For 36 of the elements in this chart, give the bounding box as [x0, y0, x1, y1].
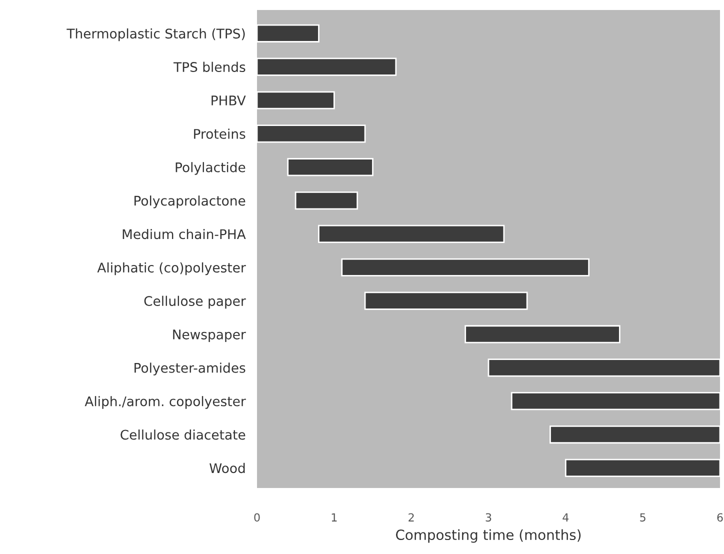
bar [257, 24, 320, 42]
x-tick-label: 1 [332, 513, 337, 522]
y-tick-label: Newspaper [173, 330, 246, 342]
bar [550, 425, 720, 444]
y-tick-label: Thermoplastic Starch (TPS) [66, 28, 245, 42]
y-tick-label: Polycaprolactone [134, 196, 246, 208]
bar [257, 91, 335, 110]
y-tick-label: Proteins [194, 128, 246, 139]
bar [564, 458, 720, 477]
bar [287, 158, 374, 176]
x-tick-label: 3 [486, 513, 492, 522]
x-tick-label: 4 [562, 513, 569, 522]
bar [257, 124, 366, 143]
y-tick-label: Polyester-amides [134, 362, 246, 376]
y-tick-label: PHBV [212, 96, 246, 106]
x-tick-label: 2 [408, 513, 414, 522]
bar [318, 224, 505, 244]
bar [464, 325, 620, 344]
y-tick-label: Polylactide [176, 162, 246, 175]
x-tick-label: 5 [640, 513, 646, 522]
y-tick-label: Aliphatic (co)polyester [97, 262, 246, 276]
y-tick-label: Cellulose diacetate [120, 430, 246, 440]
x-axis-title: Composting time (months) [396, 529, 581, 543]
x-tick-label: 6 [717, 513, 723, 522]
y-tick-label: TPS blends [173, 62, 246, 72]
y-tick-label: Cellulose paper [144, 296, 246, 309]
x-tick-label: 0 [254, 513, 260, 522]
bar [364, 292, 528, 310]
y-tick-label: Wood [210, 462, 245, 474]
bar [510, 392, 720, 410]
y-tick-label: Medium chain-PHA [122, 228, 246, 240]
y-tick-label: Aliph./arom. copolyester [84, 396, 246, 409]
bar [341, 258, 590, 276]
bar [257, 58, 397, 76]
bar [488, 358, 720, 377]
bar [294, 191, 358, 210]
